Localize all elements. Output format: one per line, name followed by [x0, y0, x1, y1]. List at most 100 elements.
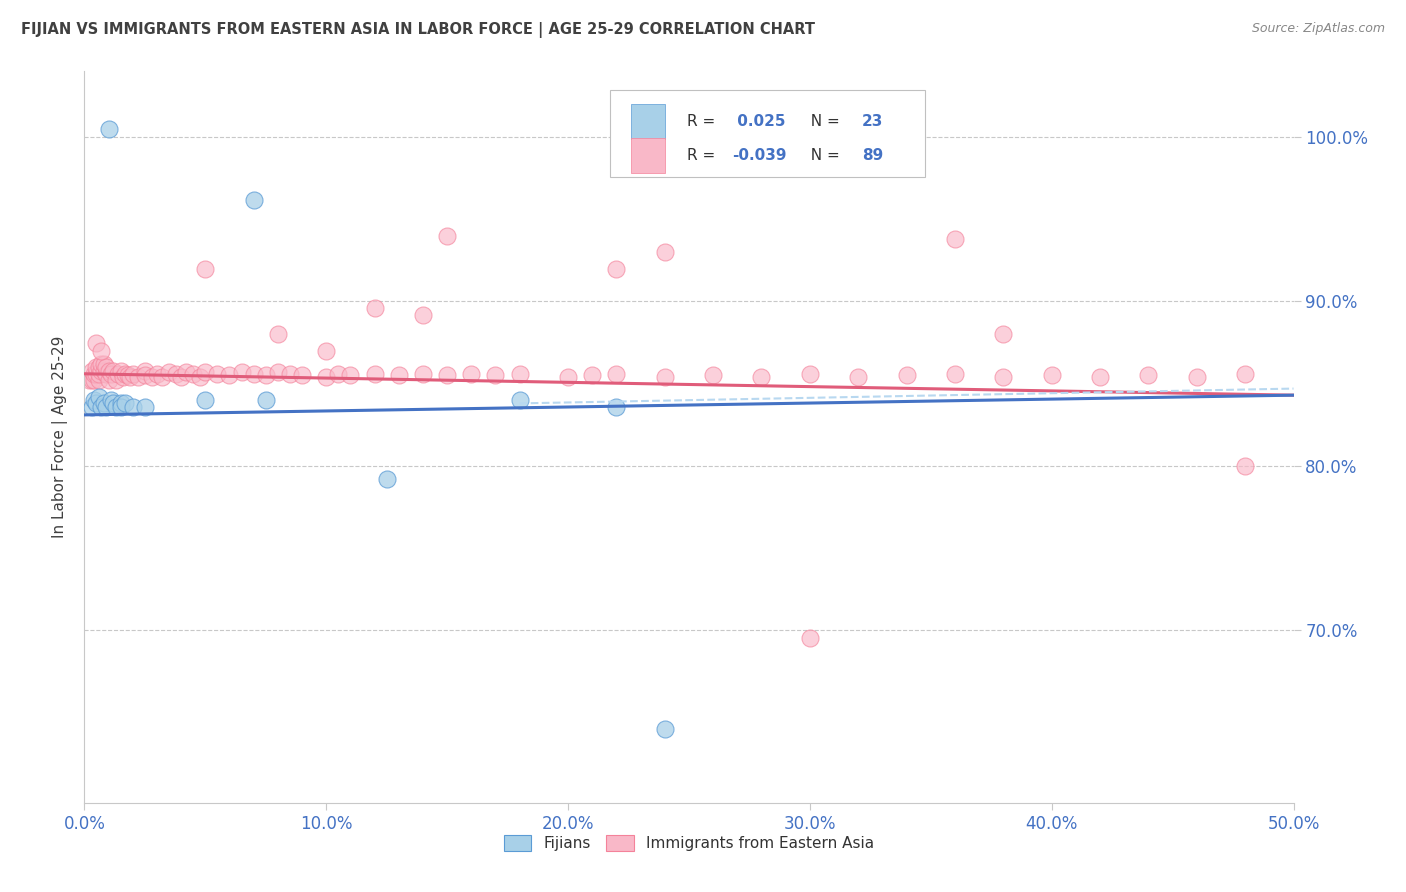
Point — [1234, 367, 1257, 381]
Point — [484, 368, 506, 383]
Point — [194, 365, 217, 379]
Point — [1088, 370, 1111, 384]
Point — [86, 367, 108, 381]
Point — [117, 368, 139, 383]
Point — [141, 370, 163, 384]
Point — [127, 370, 149, 384]
Point — [267, 365, 290, 379]
Point — [799, 367, 821, 381]
Point — [87, 360, 110, 375]
Point — [896, 368, 918, 383]
FancyBboxPatch shape — [631, 138, 665, 173]
Point — [90, 363, 112, 377]
Point — [943, 232, 966, 246]
Point — [278, 367, 301, 381]
Point — [194, 393, 217, 408]
Point — [77, 373, 100, 387]
Point — [1137, 368, 1160, 383]
Point — [90, 343, 112, 358]
Point — [460, 367, 482, 381]
Point — [654, 245, 676, 260]
Point — [509, 367, 531, 381]
Point — [412, 308, 434, 322]
Point — [110, 400, 132, 414]
Point — [993, 327, 1015, 342]
Text: R =: R = — [686, 148, 720, 163]
Point — [174, 365, 197, 379]
Point — [94, 367, 117, 381]
FancyBboxPatch shape — [631, 103, 665, 138]
Legend: Fijians, Immigrants from Eastern Asia: Fijians, Immigrants from Eastern Asia — [498, 830, 880, 857]
Point — [1234, 458, 1257, 473]
Point — [134, 363, 156, 377]
Point — [1040, 368, 1063, 383]
Point — [93, 357, 115, 371]
Point — [363, 301, 385, 315]
Point — [509, 393, 531, 408]
Text: N =: N = — [801, 148, 845, 163]
Point — [412, 367, 434, 381]
Point — [80, 400, 103, 414]
Point — [254, 368, 277, 383]
Point — [702, 368, 724, 383]
Point — [104, 400, 127, 414]
Point — [165, 367, 187, 381]
Point — [190, 370, 212, 384]
Point — [114, 367, 136, 381]
Point — [86, 396, 108, 410]
Point — [93, 363, 115, 377]
Point — [654, 370, 676, 384]
Point — [231, 365, 253, 379]
Point — [121, 400, 143, 414]
Text: FIJIAN VS IMMIGRANTS FROM EASTERN ASIA IN LABOR FORCE | AGE 25-29 CORRELATION CH: FIJIAN VS IMMIGRANTS FROM EASTERN ASIA I… — [21, 22, 815, 38]
Point — [80, 373, 103, 387]
Point — [363, 367, 385, 381]
Point — [93, 396, 115, 410]
Point — [134, 400, 156, 414]
Point — [605, 367, 627, 381]
Text: Source: ZipAtlas.com: Source: ZipAtlas.com — [1251, 22, 1385, 36]
Point — [799, 632, 821, 646]
Point — [436, 368, 458, 383]
Point — [242, 193, 264, 207]
Point — [83, 373, 105, 387]
Point — [94, 360, 117, 375]
Text: 0.025: 0.025 — [733, 113, 786, 128]
Point — [291, 368, 314, 383]
Text: N =: N = — [801, 113, 845, 128]
Point — [87, 373, 110, 387]
Point — [103, 396, 125, 410]
Point — [254, 393, 277, 408]
Point — [90, 400, 112, 414]
Point — [80, 363, 103, 377]
Point — [181, 367, 204, 381]
Point — [114, 396, 136, 410]
Point — [97, 121, 120, 136]
Point — [104, 373, 127, 387]
Point — [120, 370, 142, 384]
FancyBboxPatch shape — [610, 90, 925, 178]
Point — [993, 370, 1015, 384]
Point — [194, 261, 217, 276]
Point — [315, 370, 337, 384]
Point — [87, 367, 110, 381]
Point — [581, 368, 603, 383]
Point — [86, 360, 108, 375]
Point — [112, 370, 135, 384]
Text: 23: 23 — [862, 113, 883, 128]
Point — [328, 367, 350, 381]
Point — [170, 370, 193, 384]
Point — [436, 228, 458, 243]
Point — [97, 373, 120, 387]
Point — [157, 365, 180, 379]
Point — [654, 722, 676, 736]
Text: -0.039: -0.039 — [733, 148, 787, 163]
Point — [207, 367, 229, 381]
Point — [100, 367, 122, 381]
Point — [86, 335, 108, 350]
Point — [94, 400, 117, 414]
Point — [110, 363, 132, 377]
Point — [388, 368, 411, 383]
Point — [605, 400, 627, 414]
Point — [97, 363, 120, 377]
